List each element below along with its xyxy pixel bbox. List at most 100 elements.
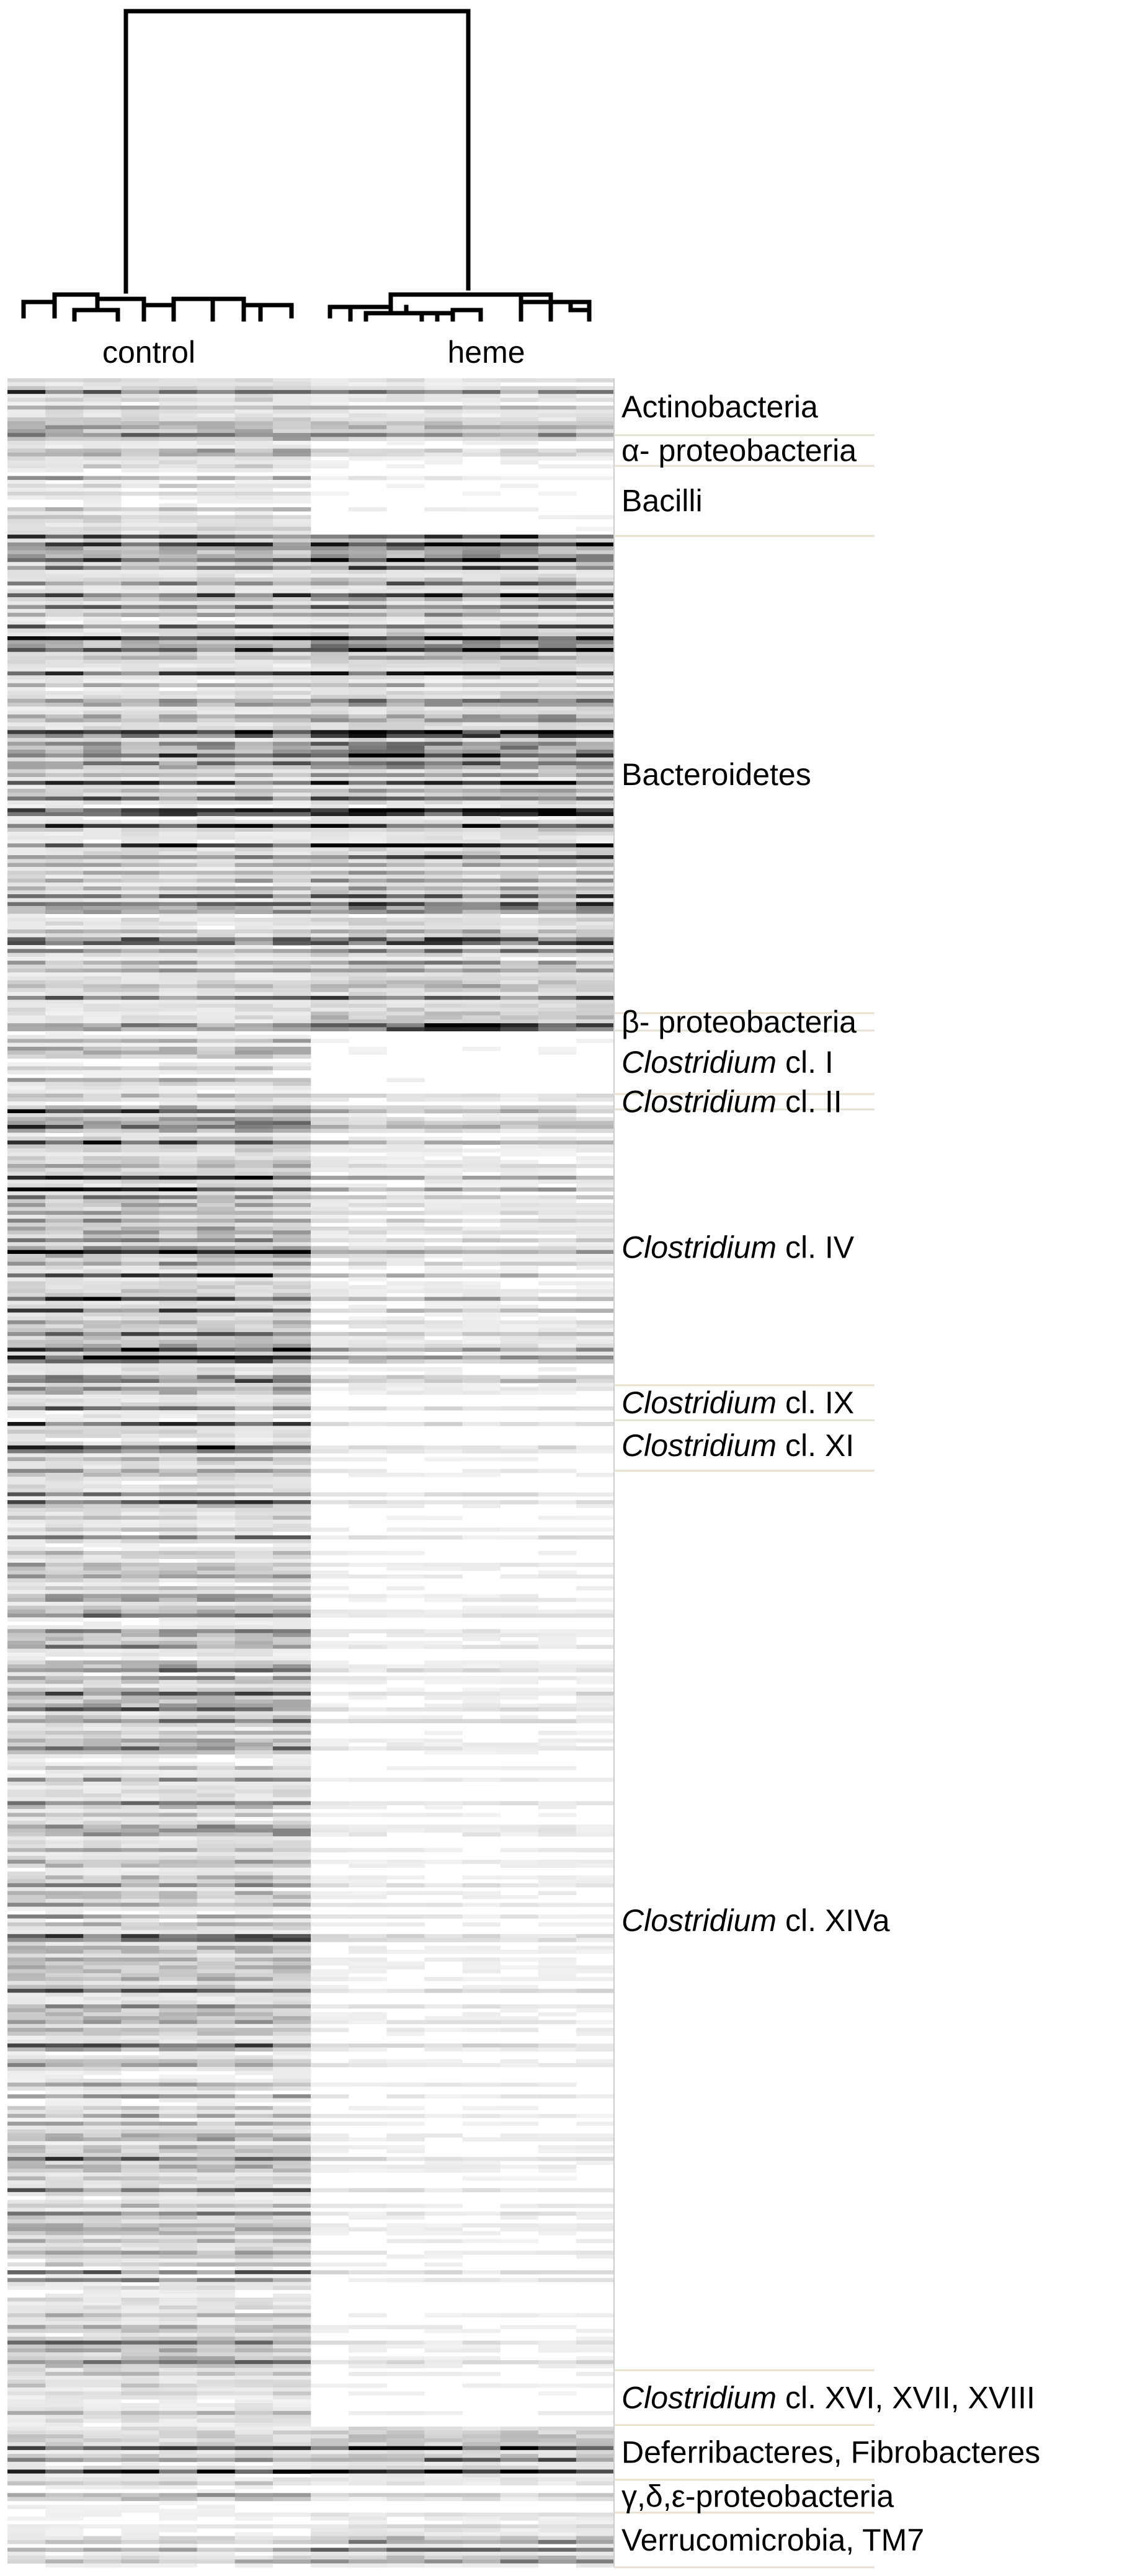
heatmap-cell [159, 890, 198, 895]
heatmap-cell [272, 1152, 311, 1157]
heatmap-cell [576, 1000, 615, 1004]
heatmap-cell [121, 1566, 159, 1571]
heatmap-cell [272, 742, 311, 746]
heatmap-cell [272, 1570, 311, 1575]
heatmap-cell [500, 878, 539, 883]
heatmap-cell [7, 1762, 46, 1767]
heatmap-cell [45, 855, 84, 859]
heatmap-cell [311, 913, 349, 918]
heatmap-cell [159, 753, 198, 758]
heatmap-cell [234, 1832, 274, 1837]
heatmap-cell [45, 984, 84, 988]
heatmap-cell [272, 941, 311, 946]
heatmap-cell [311, 550, 349, 555]
heatmap-cell [121, 1332, 159, 1336]
heatmap-cell [121, 1656, 159, 1661]
heatmap-cell [159, 910, 198, 914]
heatmap-cell [386, 1406, 425, 1411]
heatmap-cell [234, 1848, 274, 1852]
heatmap-cell [462, 1703, 501, 1708]
heatmap-cell [159, 421, 198, 426]
heatmap-cell [197, 1652, 236, 1657]
heatmap-cell [500, 683, 539, 688]
heatmap-cell [121, 1535, 159, 1540]
heatmap-cell [576, 550, 615, 555]
heatmap-cell [462, 905, 501, 910]
heatmap-cell [197, 1660, 236, 1665]
heatmap-cell [121, 664, 159, 668]
heatmap-cell [159, 871, 198, 875]
heatmap-cell [197, 1281, 236, 1286]
heatmap-cell [386, 753, 425, 758]
heatmap-cell [386, 894, 425, 899]
heatmap-cell [83, 1492, 122, 1497]
heatmap-cell [311, 460, 349, 465]
heatmap-cell [311, 937, 349, 942]
heatmap-cell [386, 1562, 425, 1567]
heatmap-cell [234, 659, 274, 664]
heatmap-cell [424, 1562, 463, 1567]
heatmap-cell [272, 898, 311, 903]
heatmap-cell [272, 1668, 311, 1672]
heatmap-cell [121, 1543, 159, 1548]
heatmap-cell [7, 1523, 46, 1528]
heatmap-cell [121, 1210, 159, 1215]
heatmap-cell [576, 820, 615, 824]
heatmap-cell [386, 425, 425, 430]
heatmap-cell [159, 569, 198, 574]
heatmap-cell [45, 1422, 84, 1426]
heatmap-cell [7, 1492, 46, 1497]
heatmap-cell [159, 448, 198, 453]
heatmap-cell [272, 1496, 311, 1501]
heatmap-cell [83, 378, 122, 383]
heatmap-cell [45, 1465, 84, 1470]
heatmap-cell [197, 433, 236, 437]
heatmap-cell [45, 1320, 84, 1325]
heatmap-cell [462, 679, 501, 684]
heatmap-cell [121, 1222, 159, 1227]
heatmap-cell [159, 652, 198, 656]
heatmap-cell [386, 874, 425, 879]
heatmap-cell [121, 460, 159, 465]
heatmap-cell [538, 1707, 577, 1712]
heatmap-cell [576, 667, 615, 672]
heatmap-cell [159, 624, 198, 629]
heatmap-cell [45, 1124, 84, 1129]
heatmap-cell [45, 647, 84, 652]
heatmap-cell [576, 1379, 615, 1383]
heatmap-cell [159, 1508, 198, 1512]
heatmap-cell [7, 1590, 46, 1594]
heatmap-cell [424, 1328, 463, 1333]
heatmap-cell [83, 874, 122, 879]
heatmap-cell [272, 1433, 311, 1438]
heatmap-cell [538, 406, 577, 410]
heatmap-cell [159, 460, 198, 465]
heatmap-cell [197, 1171, 236, 1176]
heatmap-cell [45, 765, 84, 770]
heatmap-cell [576, 1848, 615, 1852]
heatmap-cell [576, 456, 615, 461]
heatmap-cell [576, 417, 615, 422]
heatmap-cell [197, 1011, 236, 1016]
heatmap-cell [576, 1187, 615, 1192]
heatmap-cell [7, 1863, 46, 1868]
heatmap-cell [197, 1512, 236, 1516]
heatmap-cell [311, 1805, 349, 1810]
heatmap-cell [45, 417, 84, 422]
heatmap-cell [45, 1582, 84, 1587]
heatmap-cell [159, 1207, 198, 1212]
heatmap-cell [45, 1117, 84, 1122]
heatmap-cell [121, 1398, 159, 1403]
heatmap-cell [234, 538, 274, 543]
heatmap-cell [159, 409, 198, 414]
heatmap-cell [576, 515, 615, 520]
heatmap-cell [121, 812, 159, 817]
heatmap-cell [234, 378, 274, 383]
heatmap-cell [576, 749, 615, 754]
heatmap-cell [7, 1015, 46, 1020]
heatmap-cell [272, 703, 311, 707]
heatmap-cell [311, 589, 349, 594]
heatmap-cell [272, 988, 311, 993]
heatmap-cell [500, 1230, 539, 1235]
heatmap-cell [386, 1668, 425, 1672]
